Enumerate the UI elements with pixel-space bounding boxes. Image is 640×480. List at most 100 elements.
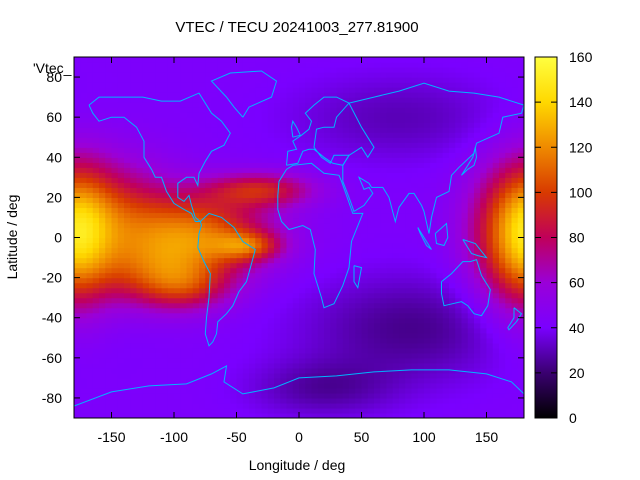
heatmap-cell [499, 207, 506, 214]
heatmap-cell [174, 222, 181, 229]
heatmap-cell [199, 262, 206, 269]
heatmap-cell [336, 327, 344, 334]
heatmap-cell [80, 317, 88, 324]
heatmap-cell [92, 87, 100, 93]
heatmap-cell [80, 342, 88, 349]
heatmap-cell [86, 347, 94, 354]
heatmap-cell [386, 117, 394, 123]
heatmap-cell [117, 347, 125, 354]
heatmap-cell [324, 262, 331, 269]
heatmap-cell [380, 377, 388, 384]
heatmap-cell [130, 352, 138, 359]
heatmap-cell [199, 107, 206, 113]
heatmap-cell [117, 87, 125, 93]
heatmap-cell [342, 82, 350, 88]
heatmap-cell [480, 287, 488, 294]
heatmap-cell [80, 387, 88, 394]
heatmap-cell [180, 397, 188, 404]
heatmap-cell [149, 67, 156, 73]
heatmap-cell [286, 342, 294, 349]
heatmap-cell [399, 402, 406, 409]
heatmap-cell [142, 372, 150, 379]
heatmap-cell [411, 277, 419, 284]
heatmap-cell [424, 232, 431, 239]
heatmap-cell [261, 327, 269, 334]
heatmap-cell [474, 317, 481, 324]
heatmap-cell [424, 147, 431, 153]
heatmap-cell [386, 352, 394, 359]
heatmap-cell [299, 87, 306, 93]
heatmap-cell [174, 392, 181, 399]
heatmap-cell [367, 67, 375, 73]
heatmap-cell [99, 172, 106, 178]
heatmap-cell [261, 377, 269, 384]
heatmap-cell [217, 347, 225, 354]
heatmap-cell [317, 267, 325, 274]
heatmap-cell [105, 117, 113, 123]
heatmap-cell [149, 82, 156, 88]
heatmap-cell [380, 362, 388, 369]
heatmap-cell [367, 77, 375, 83]
heatmap-cell [136, 222, 144, 229]
heatmap-cell [155, 342, 163, 349]
heatmap-cell [199, 202, 206, 209]
heatmap-cell [180, 132, 188, 138]
heatmap-cell [155, 267, 163, 274]
heatmap-cell [361, 347, 369, 354]
heatmap-cell [261, 102, 269, 108]
heatmap-cell [274, 77, 281, 83]
heatmap-cell [211, 202, 219, 209]
heatmap-cell [324, 177, 331, 183]
heatmap-cell [192, 332, 200, 339]
heatmap-cell [155, 162, 163, 168]
heatmap-cell [467, 252, 475, 259]
heatmap-cell [267, 222, 275, 229]
heatmap-cell [367, 322, 375, 329]
heatmap-cell [467, 387, 475, 394]
heatmap-cell [242, 67, 250, 73]
heatmap-cell [455, 172, 463, 178]
heatmap-cell [449, 262, 456, 269]
heatmap-cell [311, 157, 319, 163]
heatmap-cell [86, 122, 94, 128]
heatmap-cell [230, 167, 238, 173]
heatmap-cell [224, 272, 231, 279]
heatmap-cell [461, 367, 469, 374]
heatmap-cell [174, 117, 181, 123]
heatmap-cell [467, 332, 475, 339]
heatmap-cell [124, 282, 131, 289]
heatmap-cell [217, 332, 225, 339]
heatmap-cell [255, 227, 263, 234]
heatmap-cell [211, 347, 219, 354]
heatmap-cell [311, 302, 319, 309]
heatmap-cell [86, 187, 94, 193]
heatmap-cell [80, 397, 88, 404]
heatmap-cell [217, 372, 225, 379]
heatmap-cell [80, 62, 88, 68]
heatmap-cell [342, 382, 350, 389]
heatmap-cell [111, 87, 119, 93]
heatmap-cell [205, 197, 213, 203]
heatmap-cell [224, 57, 231, 63]
heatmap-cell [405, 257, 413, 264]
heatmap-cell [311, 367, 319, 374]
heatmap-cell [430, 227, 438, 234]
heatmap-cell [417, 207, 425, 214]
heatmap-cell [174, 97, 181, 103]
heatmap-cell [342, 327, 350, 334]
heatmap-cell [455, 337, 463, 344]
heatmap-cell [124, 322, 131, 329]
heatmap-cell [374, 307, 381, 314]
heatmap-cell [211, 182, 219, 188]
heatmap-cell [161, 367, 169, 374]
heatmap-cell [455, 342, 463, 349]
heatmap-cell [480, 82, 488, 88]
heatmap-cell [455, 227, 463, 234]
heatmap-cell [161, 347, 169, 354]
heatmap-cell [474, 322, 481, 329]
heatmap-cell [161, 112, 169, 118]
heatmap-cell [211, 292, 219, 299]
heatmap-cell [111, 162, 119, 168]
heatmap-cell [492, 322, 500, 329]
heatmap-cell [99, 277, 106, 284]
